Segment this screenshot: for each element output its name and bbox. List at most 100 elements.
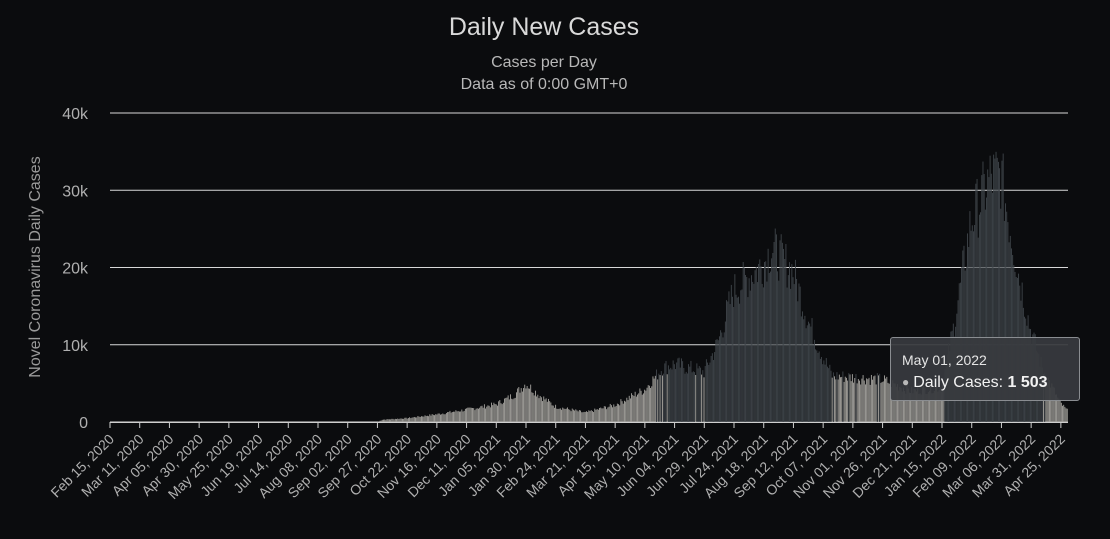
- bar: [715, 339, 717, 422]
- bar: [900, 388, 902, 422]
- bar: [728, 291, 730, 422]
- bar: [443, 414, 445, 422]
- bar: [562, 407, 564, 422]
- bar: [622, 403, 624, 422]
- bar: [432, 414, 434, 422]
- bar: [703, 377, 705, 422]
- bar: [797, 301, 799, 422]
- bar: [690, 360, 692, 422]
- bar: [962, 250, 964, 422]
- bar: [665, 360, 667, 422]
- bar: [999, 168, 1001, 422]
- bar: [417, 415, 419, 422]
- bar: [608, 406, 610, 422]
- bar: [659, 375, 661, 422]
- bar: [825, 358, 827, 422]
- chart-subtitle-date: Data as of 0:00 GMT+0: [461, 76, 628, 93]
- bar: [651, 386, 653, 422]
- bar: [610, 405, 612, 422]
- bar: [540, 397, 542, 422]
- bar: [718, 336, 720, 422]
- bar: [519, 392, 521, 422]
- bar: [700, 367, 701, 422]
- bar: [684, 373, 686, 422]
- bar: [802, 311, 803, 422]
- bar: [626, 397, 628, 422]
- bar: [460, 411, 462, 422]
- bar: [798, 283, 800, 422]
- bar: [982, 161, 984, 423]
- bar: [489, 407, 491, 422]
- bar: [816, 350, 818, 422]
- bar: [823, 360, 825, 422]
- bar: [872, 379, 874, 422]
- bar: [1053, 387, 1055, 422]
- bar: [525, 388, 527, 422]
- bar: [729, 304, 731, 422]
- bar: [923, 385, 925, 422]
- bar: [527, 388, 529, 422]
- bar: [650, 387, 652, 422]
- bar: [847, 380, 849, 422]
- bar: [415, 417, 416, 422]
- bar: [533, 395, 535, 422]
- bar: [676, 362, 678, 422]
- bar: [482, 407, 484, 422]
- bar: [652, 376, 654, 422]
- bar: [989, 155, 991, 423]
- bar: [641, 394, 643, 422]
- bar: [863, 380, 865, 422]
- bar: [869, 384, 871, 422]
- bar: [836, 372, 838, 422]
- bar: [499, 400, 501, 422]
- bar: [561, 409, 562, 422]
- bar: [734, 274, 736, 422]
- bar: [673, 364, 675, 422]
- bar: [526, 386, 528, 422]
- bar: [456, 411, 458, 422]
- bar: [830, 370, 832, 422]
- bar: [664, 363, 666, 422]
- bar: [736, 297, 738, 422]
- bar: [571, 408, 573, 422]
- bar: [1005, 203, 1006, 422]
- chart-title: Daily New Cases: [449, 13, 639, 41]
- bar: [698, 366, 700, 422]
- bar: [790, 288, 792, 422]
- bar: [942, 381, 944, 422]
- bar: [994, 158, 996, 423]
- bar: [810, 326, 812, 422]
- bar: [745, 274, 746, 422]
- bar: [498, 401, 500, 422]
- bar: [451, 412, 453, 422]
- bar: [518, 387, 520, 422]
- bar: [755, 266, 757, 422]
- bar: [835, 379, 837, 422]
- bar: [710, 355, 712, 422]
- bar: [766, 281, 768, 422]
- bar: [455, 410, 457, 422]
- bar: [678, 357, 680, 422]
- bar: [487, 405, 489, 422]
- bar: [657, 379, 659, 422]
- bar: [411, 417, 413, 422]
- bar: [793, 284, 795, 422]
- bar: [493, 402, 495, 422]
- bar: [783, 248, 784, 422]
- y-axis-label: Novel Coronavirus Daily Cases: [27, 156, 44, 377]
- bar: [627, 400, 629, 422]
- bar: [553, 407, 555, 422]
- bar: [513, 398, 515, 422]
- bar: [1008, 242, 1010, 422]
- bar: [747, 297, 749, 422]
- bar: [822, 364, 824, 422]
- bar: [914, 389, 916, 422]
- bar: [753, 283, 755, 422]
- bar: [764, 262, 765, 422]
- bar: [404, 417, 406, 422]
- bar: [720, 330, 722, 422]
- bar: [481, 405, 483, 422]
- bar: [647, 385, 649, 422]
- bar: [466, 408, 468, 422]
